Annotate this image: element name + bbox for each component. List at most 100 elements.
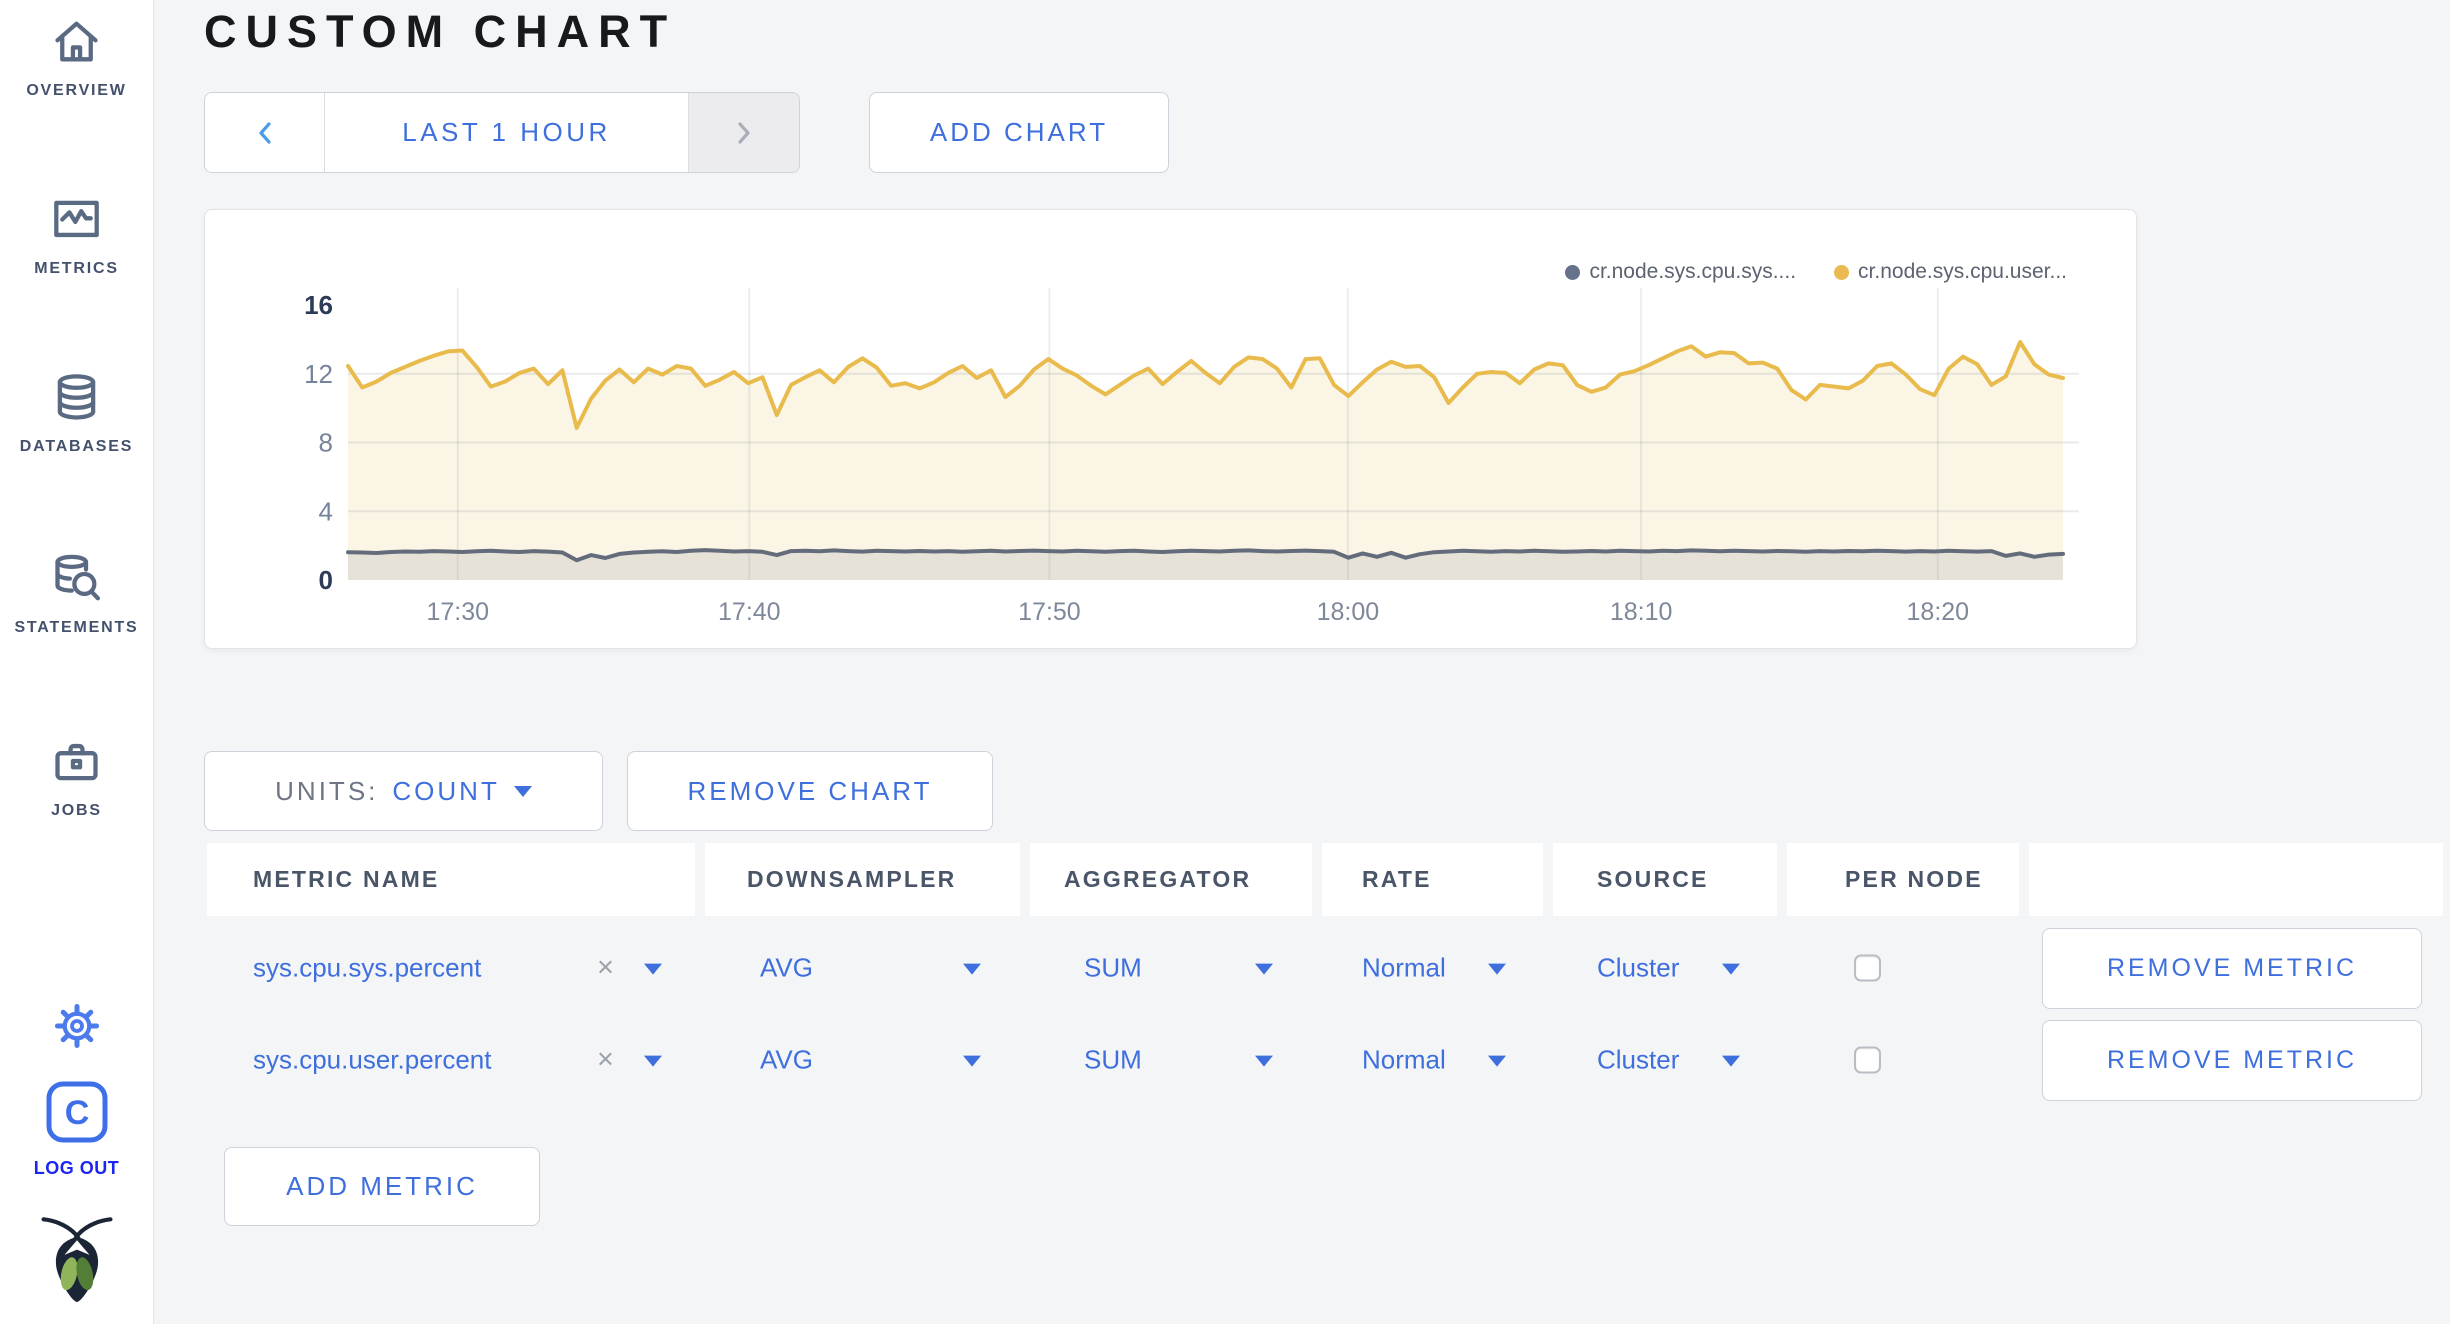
- units-dropdown[interactable]: UNITS: COUNT: [204, 751, 603, 831]
- cockroach-bug-icon: [40, 1217, 113, 1302]
- svg-text:4: 4: [319, 496, 333, 526]
- downsampler-cell: AVG: [705, 922, 1020, 1014]
- remove-metric-button[interactable]: REMOVE METRIC: [2042, 927, 2422, 1009]
- clear-metric-icon[interactable]: ×: [597, 1043, 614, 1076]
- sidebar-item-overview[interactable]: OVERVIEW: [0, 13, 153, 100]
- source-dropdown[interactable]: Cluster: [1597, 952, 1680, 983]
- per-node-cell: [1787, 1014, 2019, 1106]
- table-body: sys.cpu.sys.percent × AVG SUM Normal: [207, 922, 2443, 1106]
- rate-dropdown[interactable]: Normal: [1362, 952, 1446, 983]
- page-title: CUSTOM CHART: [204, 6, 677, 57]
- source-dropdown[interactable]: Cluster: [1597, 1044, 1680, 1075]
- time-range-label[interactable]: LAST 1 HOUR: [402, 117, 611, 147]
- chevron-down-icon[interactable]: [644, 1055, 662, 1067]
- add-chart-button[interactable]: ADD CHART: [869, 92, 1169, 173]
- chevron-down-icon[interactable]: [963, 1055, 981, 1067]
- cockroachdb-bug-logo: [0, 1212, 153, 1309]
- chart-card: 0 4 8 12 16 17:30 17:40 17:50 18:00 18:10 18:20 cr…: [204, 209, 2137, 649]
- gear-icon: [54, 1003, 99, 1049]
- chevron-left-icon: [258, 121, 271, 144]
- sidebar: OVERVIEW METRICS DATABASES STATEMENTS: [0, 0, 154, 1324]
- legend-dot: [1565, 264, 1581, 280]
- legend-item: cr.node.sys.cpu.sys....: [1565, 260, 1796, 284]
- home-icon: [55, 21, 98, 62]
- downsampler-dropdown[interactable]: AVG: [760, 1044, 813, 1075]
- metrics-table: METRIC NAME DOWNSAMPLER AGGREGATOR RATE …: [207, 843, 2443, 1106]
- sidebar-item-label: OVERVIEW: [26, 82, 127, 99]
- legend-label: cr.node.sys.cpu.sys....: [1589, 260, 1797, 283]
- statements-search-icon: [55, 554, 101, 601]
- sidebar-item-label: DATABASES: [19, 438, 134, 455]
- remove-metric-button[interactable]: REMOVE METRIC: [2042, 1019, 2422, 1101]
- sidebar-item-databases[interactable]: DATABASES: [0, 369, 153, 456]
- chevron-down-icon[interactable]: [1255, 1055, 1273, 1067]
- table-header-row: METRIC NAME DOWNSAMPLER AGGREGATOR RATE …: [207, 843, 2443, 916]
- sidebar-item-statements[interactable]: STATEMENTS: [0, 550, 153, 637]
- table-row: sys.cpu.sys.percent × AVG SUM Normal: [207, 922, 2443, 1014]
- chevron-right-icon: [738, 121, 750, 144]
- svg-text:8: 8: [319, 428, 333, 458]
- legend-dot: [1834, 264, 1850, 280]
- line-chart[interactable]: 0 4 8 12 16 17:30 17:40 17:50 18:00 18:10 18:20: [205, 210, 2136, 648]
- time-range-picker: LAST 1 HOUR: [204, 92, 800, 173]
- chevron-down-icon[interactable]: [963, 963, 981, 975]
- chevron-down-icon[interactable]: [1722, 1055, 1740, 1067]
- chevron-down-icon[interactable]: [1255, 963, 1273, 975]
- downsampler-dropdown[interactable]: AVG: [760, 952, 813, 983]
- chevron-down-icon: [513, 785, 532, 797]
- downsampler-cell: AVG: [705, 1014, 1020, 1106]
- settings-gear-button[interactable]: [0, 1003, 153, 1054]
- metric-name-cell: sys.cpu.sys.percent ×: [207, 922, 695, 1014]
- chevron-down-icon[interactable]: [644, 963, 662, 975]
- sidebar-item-metrics[interactable]: METRICS: [0, 191, 153, 278]
- svg-text:18:20: 18:20: [1907, 598, 1970, 626]
- svg-text:17:40: 17:40: [718, 598, 781, 626]
- svg-text:0: 0: [319, 565, 333, 595]
- time-range-next-button[interactable]: [688, 93, 799, 172]
- briefcase-icon: [55, 743, 98, 781]
- col-header-metric-name: METRIC NAME: [207, 843, 695, 916]
- logout-button[interactable]: C LOG OUT: [0, 1080, 153, 1179]
- aggregator-dropdown[interactable]: SUM: [1084, 952, 1142, 983]
- cockroach-c-logo-icon: C: [46, 1081, 107, 1143]
- clear-metric-icon[interactable]: ×: [597, 951, 614, 984]
- chevron-down-icon[interactable]: [1488, 963, 1506, 975]
- col-header-downsampler: DOWNSAMPLER: [705, 843, 1020, 916]
- svg-text:17:50: 17:50: [1018, 598, 1081, 626]
- remove-chart-button[interactable]: REMOVE CHART: [627, 751, 993, 831]
- chevron-down-icon[interactable]: [1488, 1055, 1506, 1067]
- col-header-actions: [2029, 843, 2443, 916]
- svg-text:C: C: [64, 1094, 89, 1132]
- add-metric-button[interactable]: ADD METRIC: [224, 1147, 540, 1226]
- aggregator-cell: SUM: [1030, 1014, 1312, 1106]
- col-header-aggregator: AGGREGATOR: [1030, 843, 1312, 916]
- actions-cell: REMOVE METRIC: [2029, 922, 2443, 1014]
- metric-name-dropdown[interactable]: sys.cpu.sys.percent: [253, 952, 482, 983]
- time-range-prev-button[interactable]: [205, 93, 325, 172]
- col-header-source: SOURCE: [1553, 843, 1777, 916]
- aggregator-cell: SUM: [1030, 922, 1312, 1014]
- rate-dropdown[interactable]: Normal: [1362, 1044, 1446, 1075]
- per-node-checkbox[interactable]: [1854, 1046, 1881, 1074]
- per-node-checkbox[interactable]: [1854, 954, 1881, 982]
- svg-text:12: 12: [304, 359, 333, 389]
- metric-name-dropdown[interactable]: sys.cpu.user.percent: [253, 1044, 492, 1075]
- chevron-down-icon[interactable]: [1722, 963, 1740, 975]
- units-value: COUNT: [392, 775, 500, 806]
- metric-name-cell: sys.cpu.user.percent ×: [207, 1014, 695, 1106]
- source-cell: Cluster: [1553, 922, 1777, 1014]
- table-row: sys.cpu.user.percent × AVG SUM Normal: [207, 1014, 2443, 1106]
- per-node-cell: [1787, 922, 2019, 1014]
- svg-text:18:00: 18:00: [1317, 598, 1380, 626]
- sidebar-item-label: METRICS: [34, 260, 119, 277]
- col-header-per-node: PER NODE: [1787, 843, 2019, 916]
- logout-label: LOG OUT: [33, 1158, 120, 1178]
- sidebar-item-jobs[interactable]: JOBS: [0, 733, 153, 820]
- rate-cell: Normal: [1322, 1014, 1543, 1106]
- col-header-rate: RATE: [1322, 843, 1543, 916]
- units-label: UNITS:: [275, 775, 379, 806]
- chart-legend: cr.node.sys.cpu.sys.... cr.node.sys.cpu.…: [1565, 260, 2067, 284]
- svg-text:17:30: 17:30: [426, 598, 489, 626]
- aggregator-dropdown[interactable]: SUM: [1084, 1044, 1142, 1075]
